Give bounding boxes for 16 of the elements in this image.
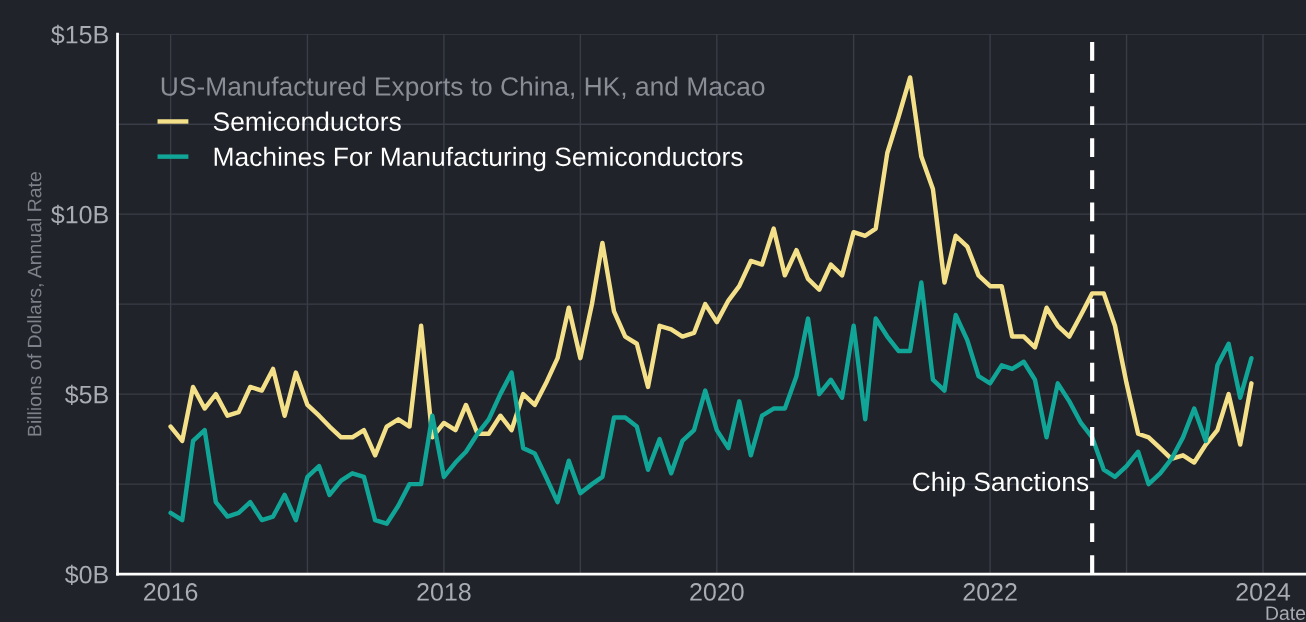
line-series <box>168 280 1254 526</box>
x-tick-label: 2016 <box>144 583 198 601</box>
y-tick-label: $0B <box>65 564 108 585</box>
x-tick-label: 2018 <box>417 583 471 601</box>
x-axis-title: Date <box>1266 606 1306 621</box>
y-tick-label: $10B <box>51 204 108 225</box>
legend-label: Semiconductors <box>213 111 401 131</box>
y-tick-label: $5B <box>65 384 108 405</box>
x-tick-label: 2024 <box>1236 583 1291 601</box>
y-tick-label: $15B <box>51 24 108 45</box>
y-axis-title: Billions of Dollars, Annual Rate <box>27 172 44 436</box>
x-tick-label: 2022 <box>963 583 1017 601</box>
legend-label: Machines For Manufacturing Semiconductors <box>214 146 743 172</box>
ref-line-label: Chip Sanctions <box>913 471 1089 497</box>
x-tick-label: 2020 <box>690 583 744 601</box>
legend-title: US-Manufactured Exports to China, HK, and Macao <box>161 76 765 102</box>
